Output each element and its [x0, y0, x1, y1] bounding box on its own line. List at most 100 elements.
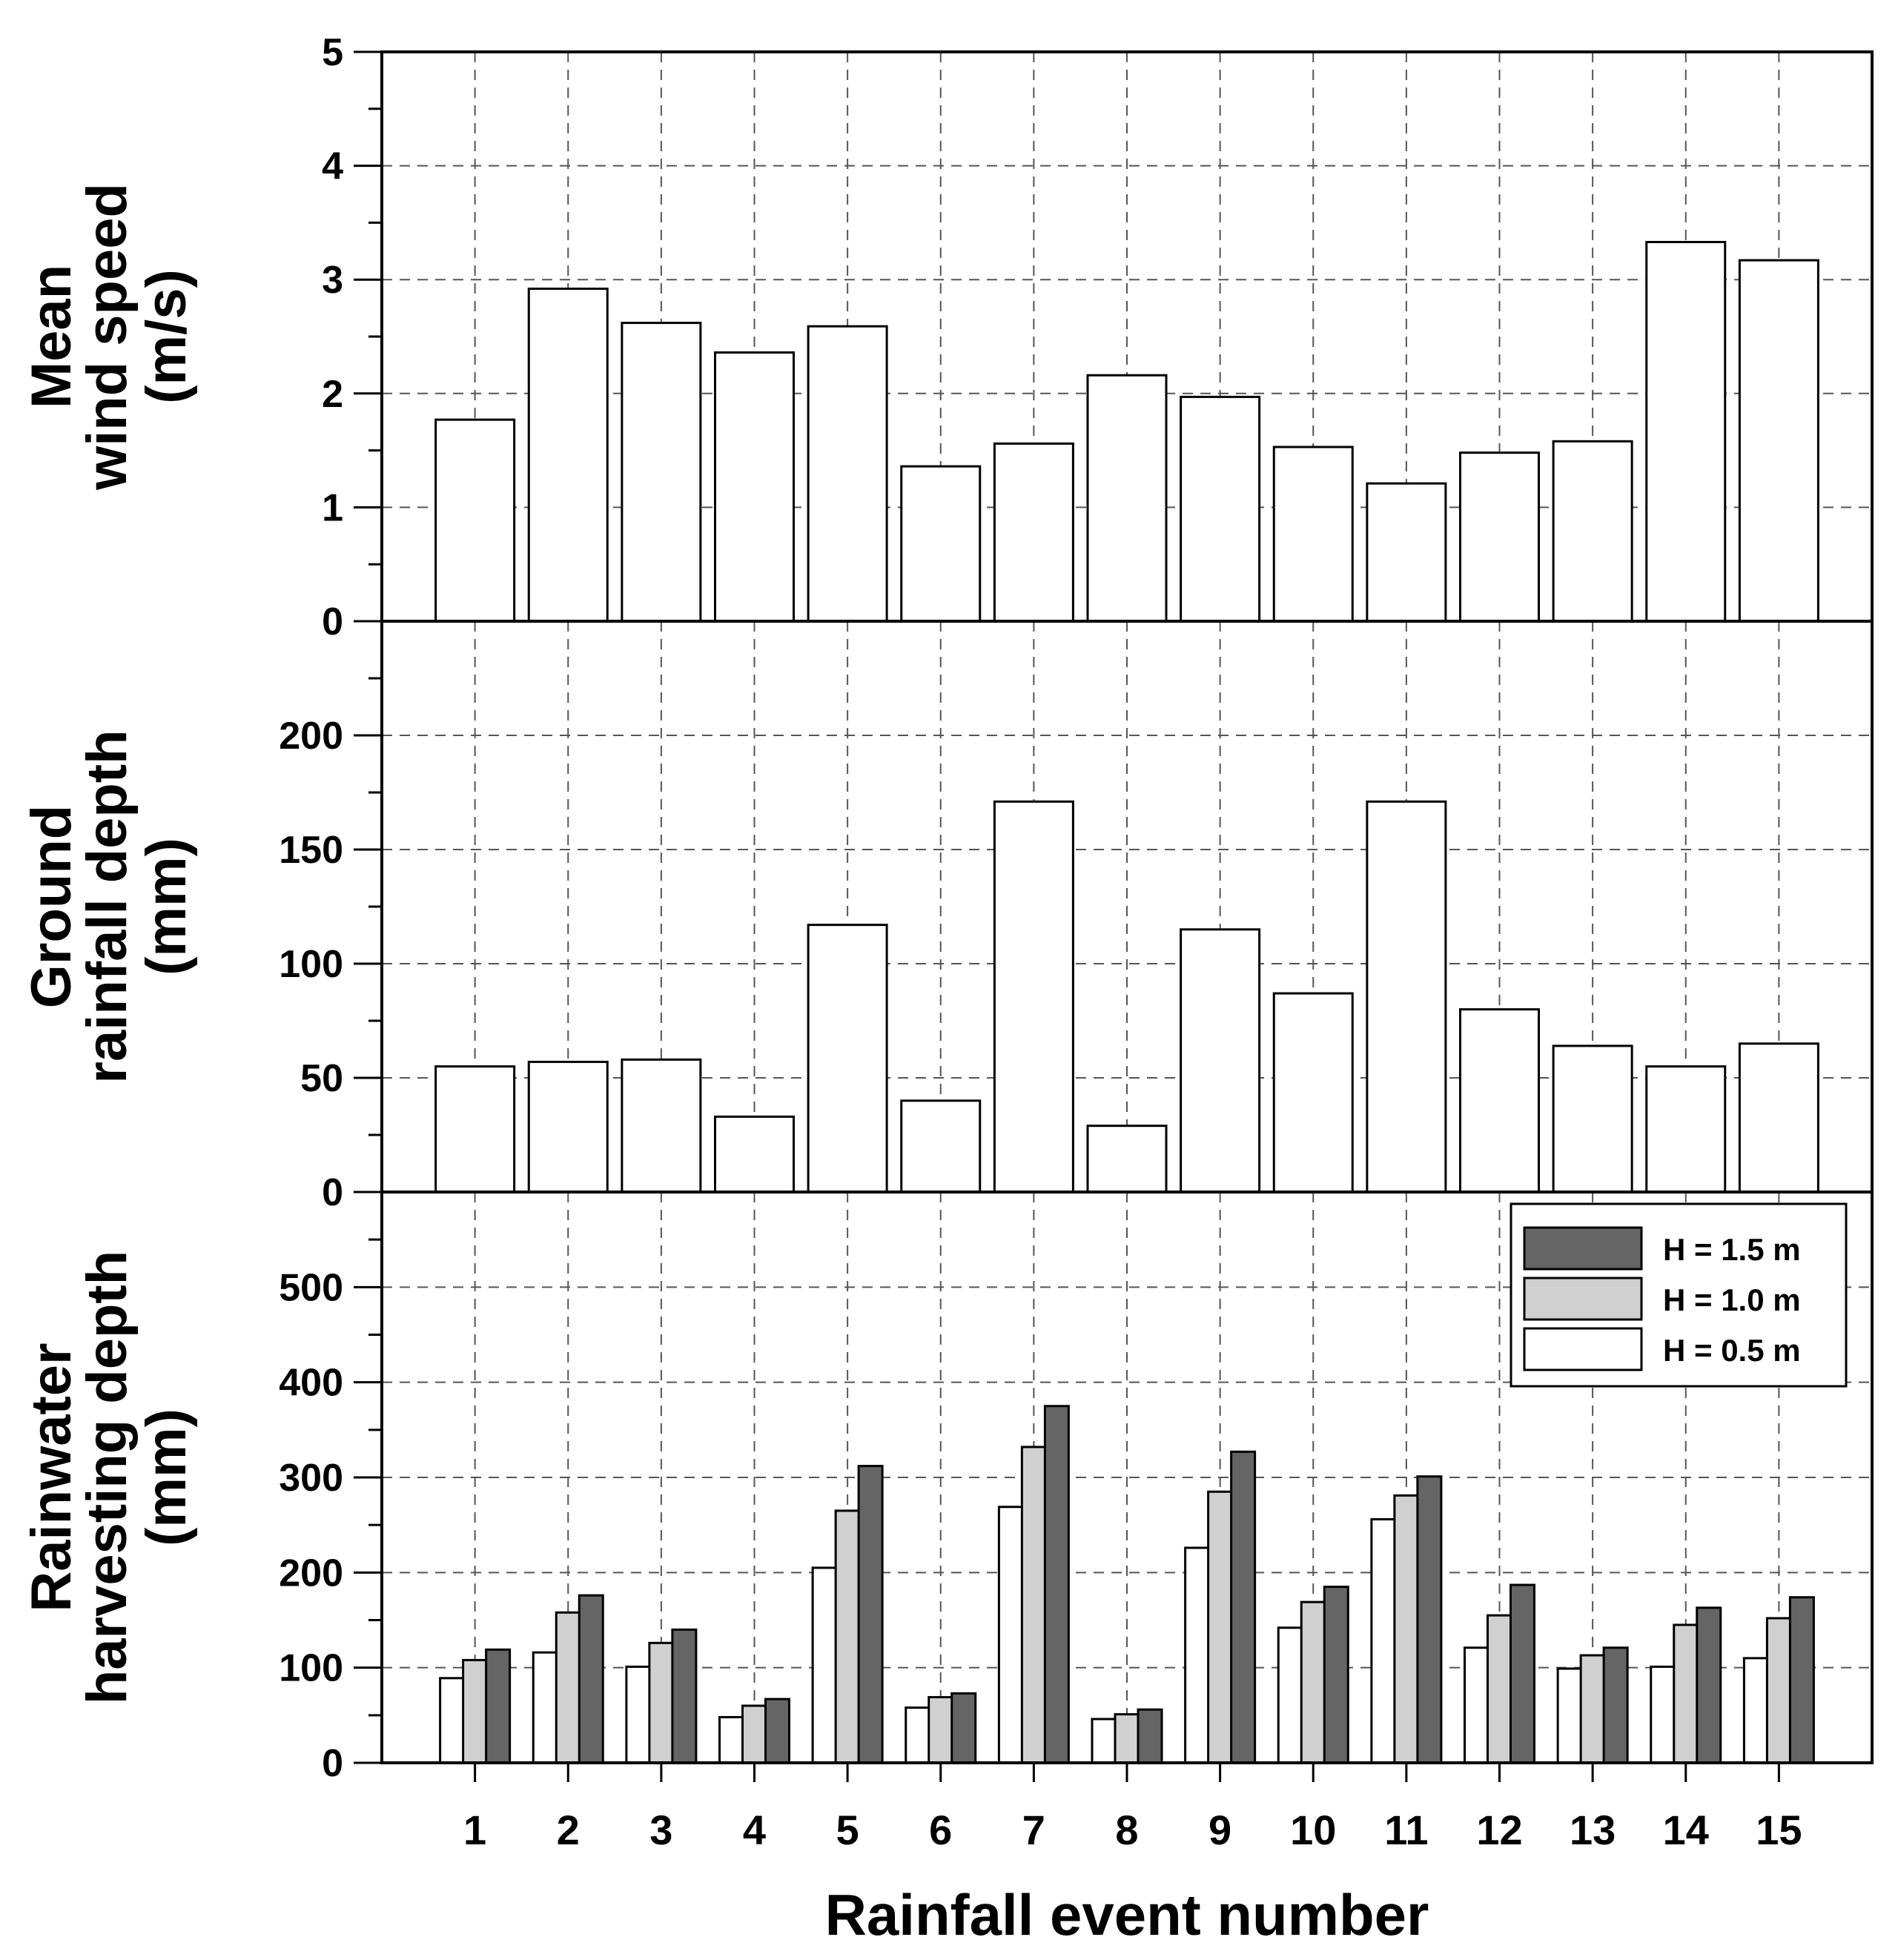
- x-tick-label: 10: [1290, 1807, 1336, 1853]
- bar-harvest-s1-event-1: [462, 1658, 489, 1764]
- bar-rain-s0-event-11: [1366, 800, 1447, 1193]
- bar-wind-s0-event-10: [1272, 446, 1354, 623]
- bar-rain-s0-event-12: [1459, 1008, 1540, 1193]
- bar-harvest-s0-event-12: [1464, 1646, 1489, 1764]
- bar-harvest-s0-event-5: [811, 1566, 838, 1764]
- x-tick-label: 7: [1022, 1807, 1045, 1853]
- bar-harvest-s2-event-11: [1416, 1475, 1443, 1764]
- legend-label: H = 1.0 m: [1663, 1282, 1801, 1317]
- bar-harvest-s2-event-4: [764, 1698, 790, 1764]
- bar-harvest-s2-event-7: [1043, 1405, 1070, 1764]
- x-tick-label: 4: [743, 1807, 766, 1853]
- bar-harvest-s1-event-4: [741, 1704, 767, 1764]
- bar-wind-s0-event-15: [1738, 259, 1819, 623]
- bar-rain-s0-event-5: [807, 924, 888, 1193]
- y-tick-label: 500: [279, 1266, 343, 1309]
- bar-wind-s0-event-4: [714, 351, 795, 623]
- y-axis-label-line: (mm): [135, 1408, 198, 1546]
- x-tick-label: 5: [836, 1807, 859, 1853]
- bar-harvest-s2-event-8: [1137, 1708, 1163, 1764]
- y-axis-label-line: (mm): [135, 838, 198, 976]
- x-tick-label: 9: [1208, 1807, 1231, 1853]
- legend-label: H = 1.5 m: [1663, 1232, 1801, 1267]
- bar-harvest-s1-event-6: [927, 1695, 954, 1764]
- y-axis-label-line: harvesting depth: [76, 1251, 139, 1704]
- y-tick-labels: 0 1 2 3 4 5: [322, 31, 343, 643]
- y-tick-labels: 0 50 100 150 200: [279, 715, 343, 1214]
- x-tick-label: 2: [557, 1807, 580, 1853]
- bar-harvest-s2-event-9: [1230, 1450, 1257, 1764]
- bar-harvest-s1-event-7: [1020, 1446, 1047, 1764]
- y-tick-label: 2: [322, 373, 343, 416]
- bar-rain-s0-event-10: [1272, 992, 1354, 1193]
- bar-harvest-s0-event-8: [1091, 1718, 1117, 1764]
- x-tick-label: 14: [1663, 1807, 1709, 1853]
- bar-rain-s0-event-8: [1086, 1125, 1168, 1193]
- bar-rain-s0-event-9: [1180, 928, 1261, 1193]
- bar-harvest-s2-event-13: [1602, 1646, 1629, 1764]
- bar-harvest-s0-event-3: [625, 1665, 652, 1764]
- y-tick-label: 50: [300, 1057, 343, 1100]
- bar-harvest-s1-event-2: [555, 1611, 581, 1764]
- bar-harvest-s0-event-14: [1650, 1665, 1676, 1764]
- y-tick-label: 100: [279, 1647, 343, 1690]
- bar-harvest-s1-event-9: [1207, 1490, 1234, 1764]
- y-axis-label-line: Ground: [20, 805, 83, 1008]
- bar-harvest-s1-event-14: [1673, 1623, 1699, 1764]
- y-tick-label: 300: [279, 1457, 343, 1500]
- bar-harvest-s0-event-9: [1184, 1546, 1211, 1764]
- bar-wind-s0-event-11: [1366, 482, 1447, 623]
- bar-wind-s0-event-5: [807, 325, 888, 623]
- y-axis-label-line: Mean: [20, 265, 83, 408]
- bar-harvest-s1-event-3: [648, 1641, 675, 1764]
- bar-harvest-s2-event-12: [1510, 1583, 1535, 1764]
- bar-wind-s0-event-1: [434, 418, 516, 623]
- bar-harvest-s2-event-5: [857, 1465, 884, 1764]
- bar-harvest-s0-event-7: [997, 1506, 1024, 1764]
- bar-harvest-s2-event-6: [950, 1692, 977, 1764]
- bar-rain-s0-event-1: [434, 1065, 516, 1193]
- bar-harvest-s2-event-10: [1323, 1586, 1349, 1764]
- legend-swatch-2: [1523, 1226, 1643, 1271]
- y-tick-label: 3: [322, 259, 343, 302]
- bar-harvest-s1-event-12: [1487, 1614, 1512, 1764]
- y-tick-label: 400: [279, 1362, 343, 1405]
- bar-harvest-s0-event-6: [905, 1706, 931, 1764]
- bar-wind-s0-event-12: [1459, 451, 1540, 623]
- bar-harvest-s1-event-8: [1114, 1713, 1140, 1764]
- bar-harvest-s2-event-3: [671, 1628, 698, 1764]
- bar-rain-s0-event-4: [714, 1115, 795, 1193]
- y-axis-ticks: [354, 677, 382, 1193]
- bar-wind-s0-event-7: [993, 442, 1074, 623]
- bar-rain-s0-event-7: [993, 800, 1074, 1193]
- x-tick-label: 15: [1756, 1807, 1802, 1853]
- y-tick-label: 0: [322, 1171, 343, 1214]
- bar-wind-s0-event-13: [1552, 440, 1633, 623]
- x-tick-label: 6: [929, 1807, 952, 1853]
- bar-harvest-s1-event-10: [1300, 1600, 1326, 1764]
- bar-harvest-s0-event-13: [1556, 1667, 1583, 1764]
- y-tick-label: 0: [322, 1742, 343, 1785]
- bar-wind-s0-event-3: [621, 322, 702, 623]
- y-tick-label: 150: [279, 829, 343, 872]
- bar-rain-s0-event-6: [900, 1099, 982, 1193]
- bar-rain-s0-event-15: [1738, 1042, 1819, 1193]
- legend-swatch-0: [1523, 1327, 1643, 1371]
- bar-wind-s0-event-9: [1180, 395, 1261, 623]
- bar-rain-s0-event-2: [527, 1060, 609, 1193]
- y-axis-ticks: [354, 50, 382, 623]
- x-tick-label: 1: [463, 1807, 486, 1853]
- y-axis-label-line: wind speed: [76, 183, 139, 491]
- bar-harvest-s1-event-11: [1393, 1494, 1420, 1764]
- bar-harvest-s0-event-15: [1742, 1657, 1769, 1764]
- x-axis: 1 2 3 4 5 6 7 8 9 10 11 12 13 14 15: [463, 1763, 1802, 1853]
- y-tick-label: 1: [322, 486, 343, 529]
- y-axis-label-line: rainfall depth: [76, 729, 139, 1083]
